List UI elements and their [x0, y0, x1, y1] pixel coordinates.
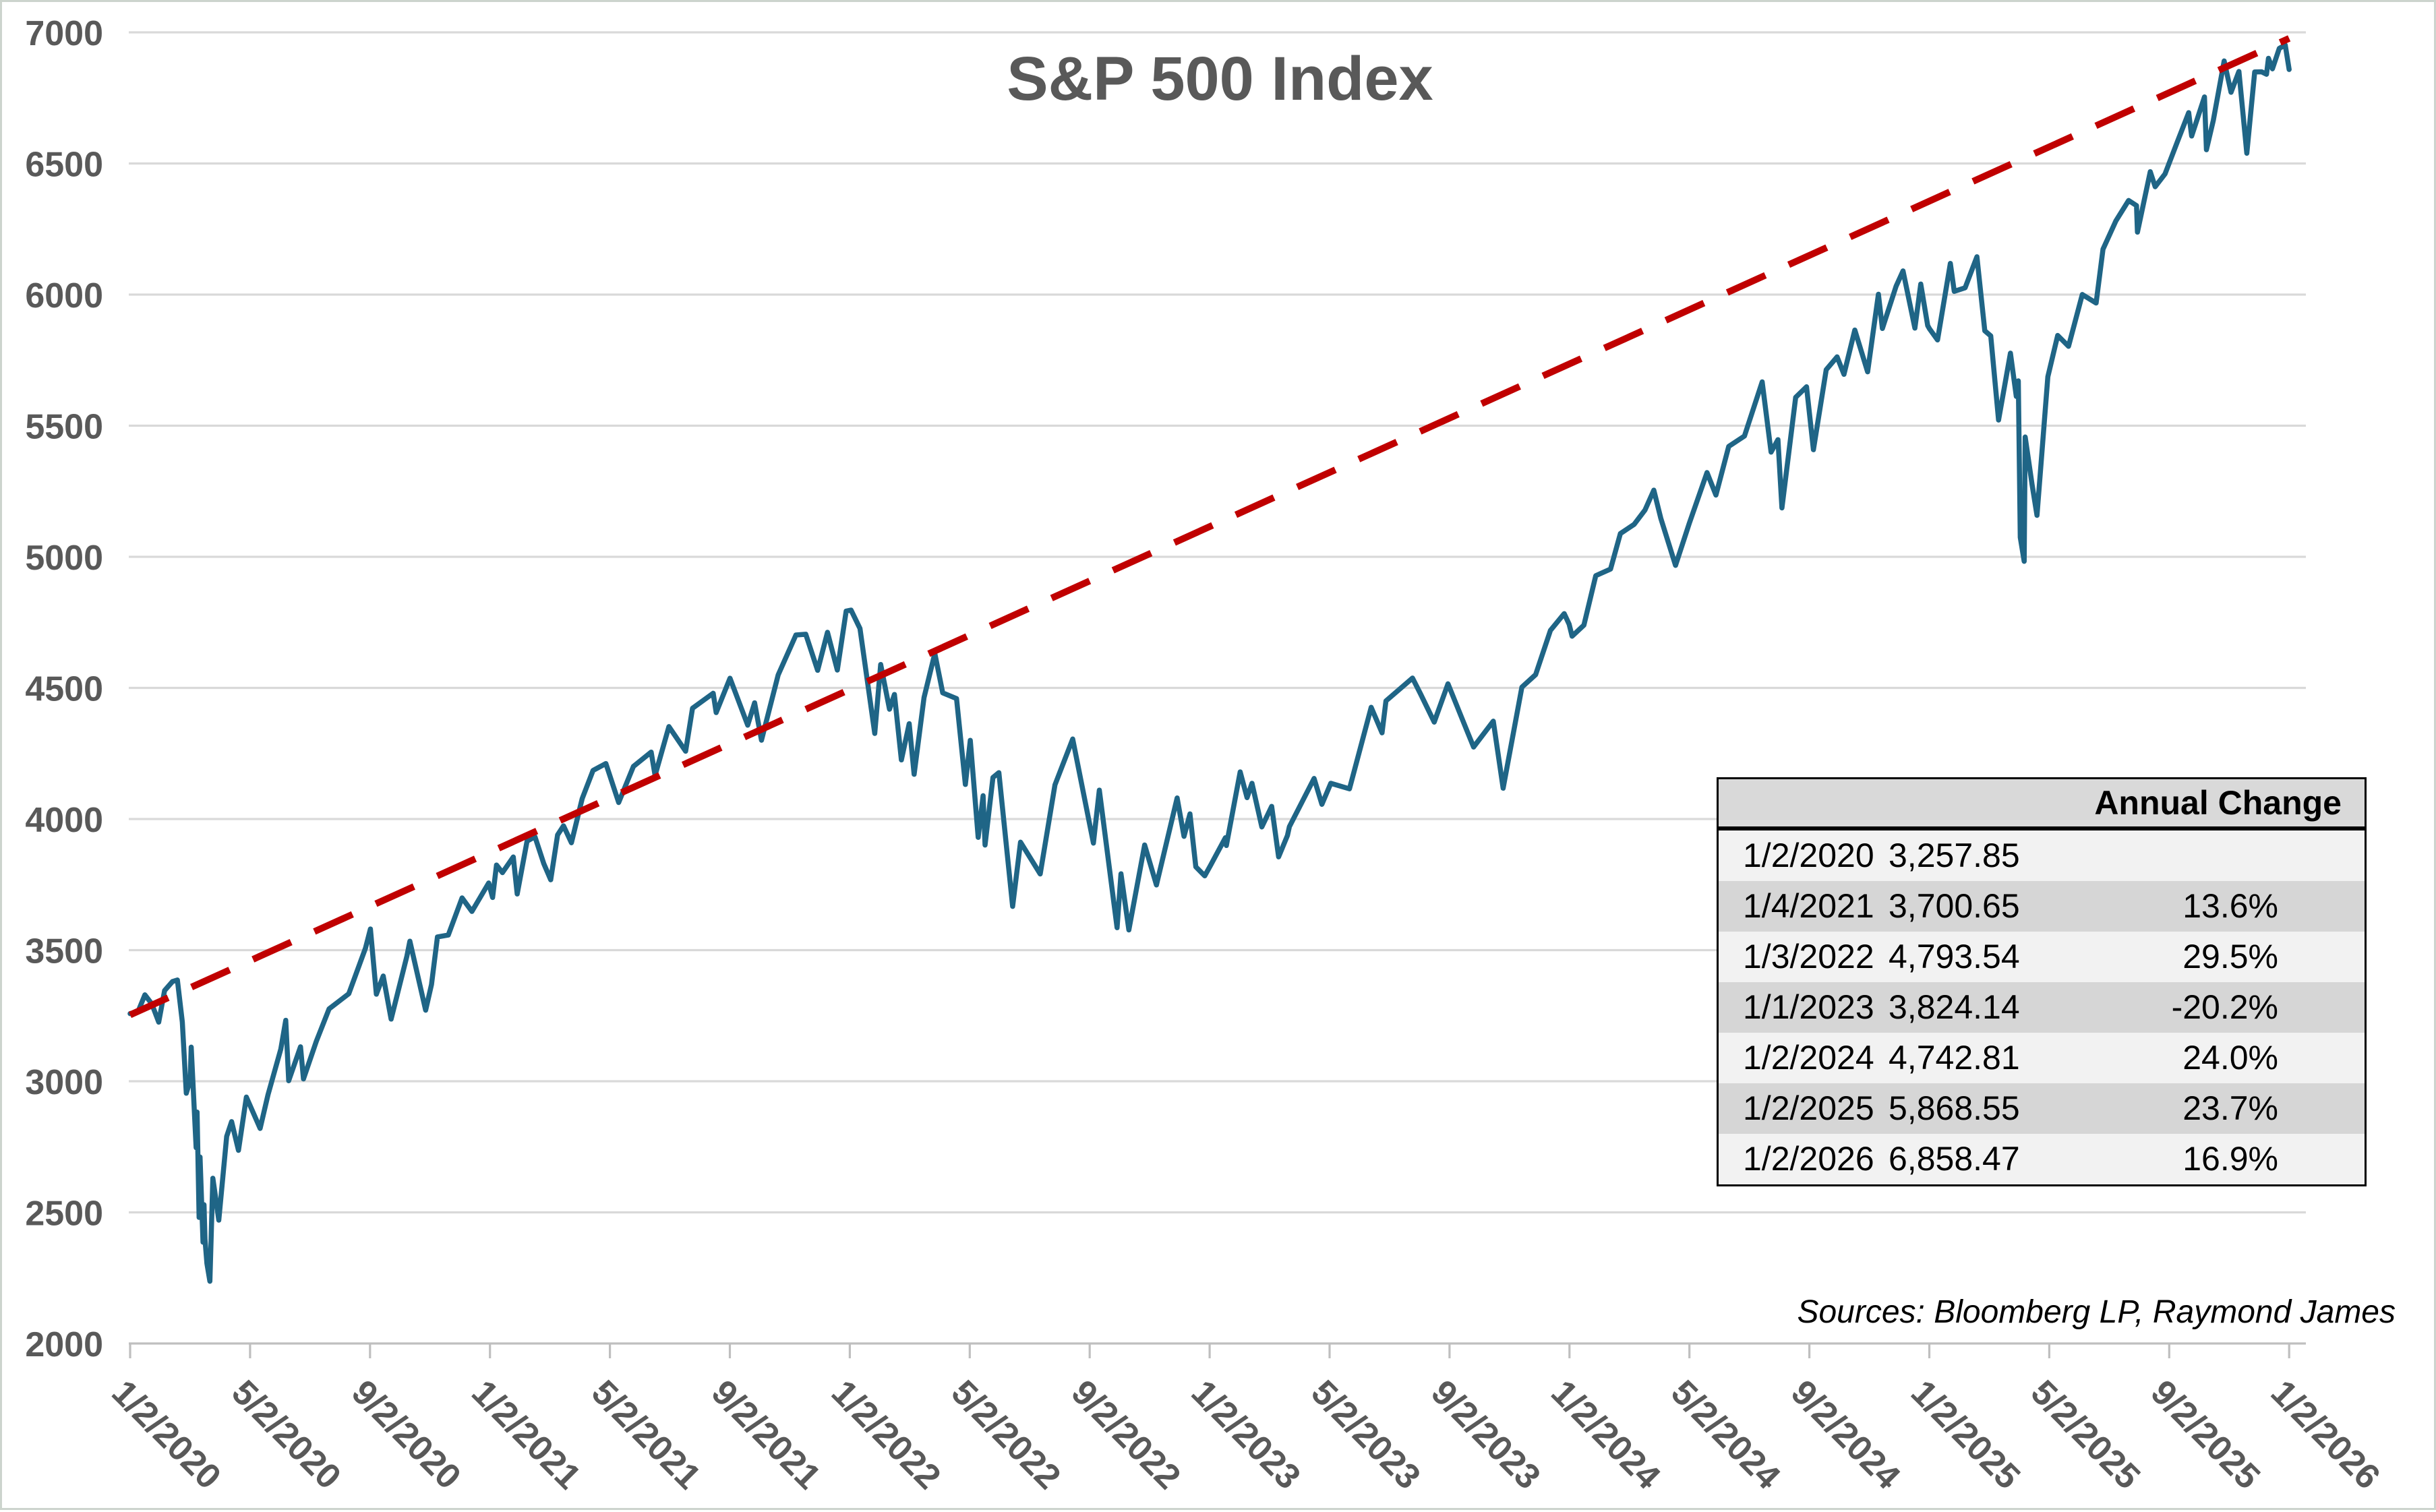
y-axis-label-4500: 4500: [25, 670, 103, 709]
x-axis-label-5/2/2020: 5/2/2020: [224, 1372, 348, 1496]
x-axis-label-9/2/2023: 9/2/2023: [1423, 1372, 1547, 1496]
x-axis-label-9/2/2020: 9/2/2020: [344, 1372, 468, 1496]
annual-table-row-2022: 1/3/2022 4,793.54 29.5%: [1719, 932, 2365, 982]
x-axis-label-1/2/2023: 1/2/2023: [1184, 1372, 1308, 1496]
x-axis-label-1/2/2024: 1/2/2024: [1543, 1372, 1667, 1496]
close-cell: 3,700.65: [1889, 887, 2020, 925]
x-axis-label-1/2/2021: 1/2/2021: [464, 1372, 588, 1496]
change-cell: 29.5%: [2182, 938, 2278, 975]
date-cell: 1/3/2022: [1743, 938, 1874, 975]
x-axis-label-9/2/2022: 9/2/2022: [1064, 1372, 1188, 1496]
annual-change-table: Annual Change 1/2/2020 3,257.85 1/4/2021 3,…: [1717, 777, 2367, 1186]
date-cell: 1/2/2025: [1743, 1089, 1874, 1127]
annual-table-row-2021: 1/4/2021 3,700.65 13.6%: [1719, 881, 2365, 932]
date-cell: 1/1/2023: [1743, 988, 1874, 1026]
date-cell: 1/2/2020: [1743, 837, 1874, 874]
annual-table-header: Annual Change: [1719, 779, 2365, 830]
x-axis-label-1/2/2025: 1/2/2025: [1903, 1372, 2027, 1496]
annual-table-body: 1/2/2020 3,257.85 1/4/2021 3,700.65 13.6% 1/3…: [1719, 830, 2365, 1184]
y-axis-label-5000: 5000: [25, 539, 103, 578]
x-axis-label-5/2/2021: 5/2/2021: [584, 1372, 708, 1496]
y-axis-label-7000: 7000: [25, 14, 103, 53]
trend-line: [128, 35, 2291, 1019]
annual-table-row-2026: 1/2/2026 6,858.47 16.9%: [1719, 1134, 2365, 1184]
change-cell: 23.7%: [2182, 1089, 2278, 1127]
change-cell: [2111, 830, 2365, 881]
x-axis-label-9/2/2025: 9/2/2025: [2143, 1372, 2267, 1496]
x-axis-label-5/2/2024: 5/2/2024: [1663, 1372, 1787, 1496]
change-cell: 16.9%: [2182, 1140, 2278, 1178]
close-cell: 4,793.54: [1889, 938, 2020, 975]
change-cell: 24.0%: [2182, 1039, 2278, 1077]
annual-table-row-2023: 1/1/2023 3,824.14 -20.2%: [1719, 982, 2365, 1033]
x-axis-label-5/2/2023: 5/2/2023: [1304, 1372, 1428, 1496]
annual-table-row-2025: 1/2/2025 5,868.55 23.7%: [1719, 1083, 2365, 1134]
x-axis-label-9/2/2021: 9/2/2021: [704, 1372, 828, 1496]
close-cell: 4,742.81: [1889, 1039, 2020, 1077]
change-cell: 13.6%: [2182, 887, 2278, 925]
price-line: [127, 42, 2292, 1284]
x-axis-label-1/2/2020: 1/2/2020: [105, 1372, 229, 1496]
y-axis-label-2500: 2500: [25, 1195, 103, 1234]
change-cell: -20.2%: [2171, 988, 2278, 1026]
y-axis-label-3500: 3500: [25, 932, 103, 971]
y-axis-label-6000: 6000: [25, 276, 103, 315]
date-cell: 1/2/2024: [1743, 1039, 1874, 1077]
source-note: Sources: Bloomberg LP, Raymond James: [1797, 1294, 2396, 1330]
y-axis-label-6500: 6500: [25, 146, 103, 185]
close-cell: 6,858.47: [1889, 1140, 2020, 1178]
date-cell: 1/2/2026: [1743, 1140, 1874, 1178]
y-axis-label-4000: 4000: [25, 801, 103, 840]
x-axis-label-1/2/2026: 1/2/2026: [2263, 1372, 2387, 1496]
annual-table-row-2024: 1/2/2024 4,742.81 24.0%: [1719, 1033, 2365, 1083]
y-axis-label-3000: 3000: [25, 1063, 103, 1102]
annual-table-row-2020: 1/2/2020 3,257.85: [1719, 830, 2365, 881]
close-cell: 5,868.55: [1889, 1089, 2020, 1127]
close-cell: 3,257.85: [1889, 837, 2020, 874]
chart-title: S&P 500 Index: [1007, 44, 1433, 113]
x-axis-label-5/2/2022: 5/2/2022: [944, 1372, 1068, 1496]
x-axis-label-5/2/2025: 5/2/2025: [2023, 1372, 2147, 1496]
x-axis-label-9/2/2024: 9/2/2024: [1783, 1372, 1907, 1496]
date-cell: 1/4/2021: [1743, 887, 1874, 925]
y-axis-label-5500: 5500: [25, 408, 103, 447]
close-cell: 3,824.14: [1889, 988, 2020, 1026]
x-axis-label-1/2/2022: 1/2/2022: [824, 1372, 948, 1496]
y-axis-label-2000: 2000: [25, 1325, 103, 1364]
